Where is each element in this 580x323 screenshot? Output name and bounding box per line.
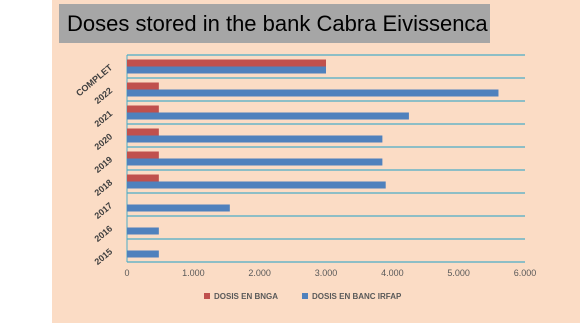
bar-bnga-complet	[127, 59, 326, 67]
bar-bnga-2018	[127, 174, 159, 182]
bar-irfap-2018	[127, 181, 386, 189]
bar-irfap-2021	[127, 112, 409, 120]
bar-irfap-complet	[127, 66, 326, 74]
x-tick-label: 6.000	[514, 268, 537, 278]
x-tick-label: 5.000	[447, 268, 470, 278]
bar-irfap-2022	[127, 89, 499, 97]
legend-label-bnga: DOSIS EN BNGA	[214, 292, 278, 301]
bar-irfap-2019	[127, 158, 383, 166]
y-tick-label: 2017	[93, 200, 115, 221]
bar-bnga-2021	[127, 105, 159, 113]
bar-bnga-2019	[127, 151, 159, 159]
bar-irfap-2017	[127, 204, 230, 212]
legend-swatch-bnga	[204, 293, 210, 299]
x-tick-label: 0	[124, 268, 129, 278]
bar-irfap-2020	[127, 135, 383, 143]
x-tick-label: 3.000	[315, 268, 338, 278]
bar-bnga-2022	[127, 82, 159, 90]
bar-irfap-2016	[127, 227, 159, 235]
y-tick-label: 2021	[93, 108, 115, 129]
x-tick-label: 1.000	[182, 268, 205, 278]
legend-swatch-irfap	[302, 293, 308, 299]
y-tick-label: 2022	[93, 85, 115, 106]
x-tick-label: 2.000	[248, 268, 271, 278]
slide-frame: Doses stored in the bank Cabra Eivissenc…	[52, 0, 580, 323]
y-tick-label: 2020	[93, 131, 115, 152]
x-tick-label: 4.000	[381, 268, 404, 278]
chart-title: Doses stored in the bank Cabra Eivissenc…	[67, 10, 488, 36]
y-tick-label: 2019	[93, 154, 115, 175]
bar-bnga-2020	[127, 128, 159, 136]
y-tick-label: 2018	[93, 177, 115, 198]
bar-chart: 20152016201720182019202020212022COMPLET0…	[74, 54, 537, 301]
y-tick-label: 2016	[93, 223, 115, 244]
legend-label-irfap: DOSIS EN BANC IRFAP	[312, 292, 402, 301]
bar-irfap-2015	[127, 250, 159, 258]
y-tick-label: 2015	[93, 246, 115, 267]
title-band: Doses stored in the bank Cabra Eivissenc…	[59, 4, 490, 43]
